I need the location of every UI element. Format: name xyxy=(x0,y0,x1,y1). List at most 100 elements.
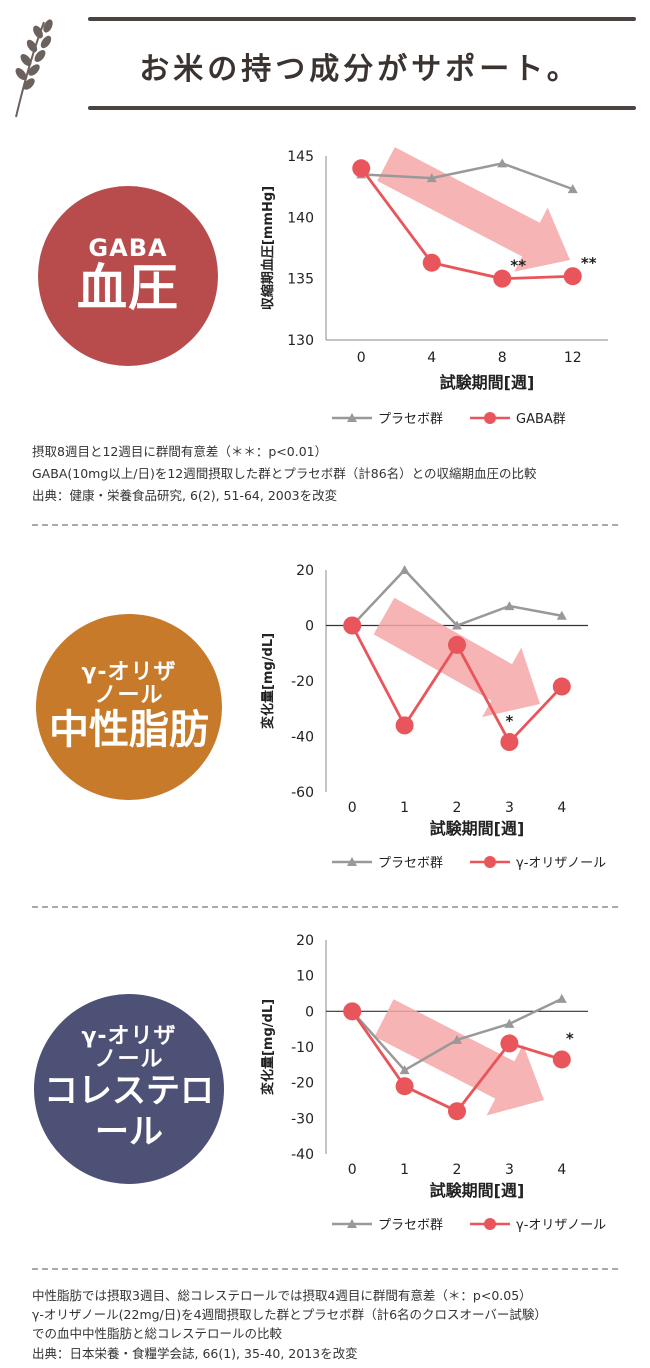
note-source-1: 出典：健康・栄養食品研究, 6(2), 51-64, 2003を改変 xyxy=(32,488,338,503)
triglyceride-chart: -60 -40 -20 0 20 0 1 2 3 4 変化量[mg/dL] 試験期間[週] * プラセボ群… xyxy=(260,563,606,871)
y-tick-label: 135 xyxy=(287,272,314,288)
y-tick-label: 20 xyxy=(296,933,314,949)
header-top-line xyxy=(88,17,636,21)
y-tick-label: -40 xyxy=(291,730,314,746)
x-tick-label: 3 xyxy=(505,1162,514,1178)
badge-sub-1: γ-オリザ xyxy=(81,1024,177,1050)
legend-treatment-label: γ-オリザノール xyxy=(516,1218,606,1233)
treatment-point xyxy=(343,616,362,635)
y-axis-label: 変化量[mg/dL] xyxy=(260,633,276,729)
badge-sub-2: ノール xyxy=(94,1047,164,1073)
treatment-point xyxy=(352,159,371,178)
treatment-line xyxy=(360,167,573,281)
y-tick-label: 130 xyxy=(287,333,314,349)
placebo-point xyxy=(452,1034,462,1044)
treatment-point xyxy=(552,677,571,696)
x-axis-label: 試験期間[週] xyxy=(430,1181,525,1200)
legend-placebo-marker xyxy=(347,1219,357,1228)
legend-placebo-label: プラセボ群 xyxy=(378,1218,443,1233)
x-tick-label: 0 xyxy=(348,1162,357,1178)
treatment-point xyxy=(493,269,512,288)
note-significance-2: 中性脂肪では摂取3週目、総コレステロールでは摂取4週目に群間有意差（＊：p<0.… xyxy=(32,1288,532,1303)
x-tick-label: 0 xyxy=(357,350,366,366)
x-axis-label: 試験期間[週] xyxy=(430,819,525,838)
y-axis-label: 変化量[mg/dL] xyxy=(260,999,276,1095)
treatment-point xyxy=(448,1102,466,1121)
legend-treatment-label: γ-オリザノール xyxy=(516,856,606,871)
legend-treatment-label: GABA群 xyxy=(516,412,566,427)
legend-placebo-marker xyxy=(347,857,357,866)
y-tick-label: -20 xyxy=(291,674,314,690)
badge-main: コレステロール xyxy=(44,1071,214,1153)
legend-placebo-label: プラセボ群 xyxy=(378,412,443,427)
treatment-point xyxy=(395,716,414,735)
placebo-point xyxy=(504,601,515,611)
blood-pressure-chart: 130 135 140 145 0 4 8 12 収縮期血圧[mmHg] 試験期間[週] ** ** プ… xyxy=(260,147,608,427)
badge-cholesterol: γ-オリザ ノール コレステロール xyxy=(34,994,224,1184)
legend-placebo-marker xyxy=(347,413,357,422)
y-tick-label: 20 xyxy=(296,563,314,579)
legend-placebo-label: プラセボ群 xyxy=(378,856,443,871)
divider xyxy=(32,906,618,908)
treatment-point xyxy=(563,267,582,286)
divider xyxy=(32,524,618,526)
badge-main: 血圧 xyxy=(77,259,179,318)
y-tick-label: 0 xyxy=(305,1004,314,1020)
page-title: お米の持つ成分がサポート。 xyxy=(139,52,581,87)
y-tick-label: -40 xyxy=(291,1147,314,1163)
legend-treatment-marker xyxy=(484,412,496,424)
y-tick-label: 0 xyxy=(305,619,314,635)
significance-mark: ** xyxy=(510,257,526,275)
legend-treatment-marker xyxy=(484,1218,496,1230)
significance-mark: * xyxy=(566,1029,574,1047)
trend-arrow xyxy=(373,597,540,718)
y-tick-label: -10 xyxy=(291,1040,314,1056)
x-tick-label: 1 xyxy=(400,1162,409,1178)
x-axis-label: 試験期間[週] xyxy=(440,373,535,392)
y-tick-label: -60 xyxy=(291,785,314,801)
placebo-point xyxy=(399,565,410,574)
placebo-point xyxy=(504,1018,515,1028)
x-tick-label: 2 xyxy=(453,800,462,816)
x-tick-label: 0 xyxy=(348,800,357,816)
note-description-2b: での血中中性脂肪と総コレステロールの比較 xyxy=(32,1326,283,1341)
trend-arrow xyxy=(374,999,544,1116)
placebo-point xyxy=(567,184,578,194)
legend-treatment-marker xyxy=(484,856,496,868)
placebo-point xyxy=(556,993,567,1003)
note-description-1: GABA(10mg以上/日)を12週間摂取した群とプラセボ群（計86名）との収縮… xyxy=(32,466,537,481)
y-axis-label: 収縮期血圧[mmHg] xyxy=(260,186,276,310)
y-tick-label: 140 xyxy=(287,210,314,226)
significance-mark: * xyxy=(505,712,513,730)
placebo-point xyxy=(426,173,437,183)
placebo-point xyxy=(497,158,508,168)
badge-gaba-blood-pressure: GABA 血圧 xyxy=(38,186,218,366)
treatment-point xyxy=(448,635,466,654)
badge-main: 中性脂肪 xyxy=(49,707,209,754)
trend-arrow xyxy=(377,147,571,272)
y-tick-label: 10 xyxy=(296,969,314,985)
x-tick-label: 4 xyxy=(557,1162,566,1178)
note-source-2: 出典：日本栄養・食糧学会誌, 66(1), 35-40, 2013を改変 xyxy=(32,1346,358,1361)
treatment-point xyxy=(500,1034,519,1053)
placebo-line xyxy=(361,162,574,191)
treatment-point xyxy=(395,1077,414,1096)
rice-plant-icon xyxy=(15,19,53,118)
x-tick-label: 4 xyxy=(427,350,436,366)
badge-sub-2: ノール xyxy=(94,683,164,708)
significance-mark: ** xyxy=(581,254,597,272)
x-tick-label: 3 xyxy=(505,800,514,816)
y-tick-label: 145 xyxy=(287,149,314,165)
badge-sub-1: γ-オリザ xyxy=(81,659,177,685)
divider xyxy=(32,1268,618,1270)
treatment-point xyxy=(422,253,441,272)
treatment-point xyxy=(500,733,519,752)
placebo-point xyxy=(452,620,462,630)
placebo-point xyxy=(399,1065,410,1075)
y-tick-label: -20 xyxy=(291,1076,314,1092)
x-tick-label: 4 xyxy=(557,800,566,816)
badge-triglyceride: γ-オリザ ノール 中性脂肪 xyxy=(36,614,222,800)
y-tick-label: -30 xyxy=(291,1111,314,1127)
x-tick-label: 2 xyxy=(453,1162,462,1178)
x-tick-label: 8 xyxy=(498,350,507,366)
